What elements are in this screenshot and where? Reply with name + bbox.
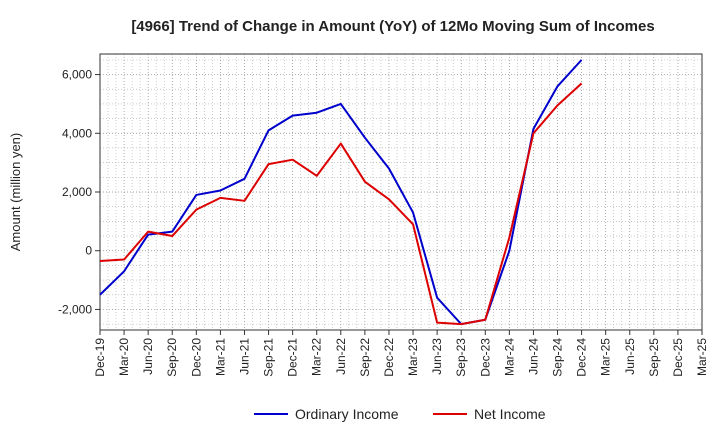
series-lines <box>99 59 583 326</box>
x-tick-label: Mar-21 <box>213 338 227 376</box>
series-line-ordinary-income <box>99 59 583 326</box>
x-tick-label: Jun-21 <box>237 338 251 375</box>
legend-label: Ordinary Income <box>295 406 399 422</box>
x-tick-label: Mar-25 <box>599 338 613 376</box>
x-tick-label: Mar-24 <box>502 338 516 376</box>
legend-label: Net Income <box>474 406 546 422</box>
chart-title: [4966] Trend of Change in Amount (YoY) o… <box>131 18 654 35</box>
x-tick-label: Dec-23 <box>478 338 492 377</box>
x-tick-label: Dec-22 <box>382 338 396 377</box>
x-tick-label: Sep-24 <box>551 338 565 377</box>
legend: Ordinary Income Net Income <box>254 406 546 422</box>
x-tick-label: Jun-24 <box>526 338 540 375</box>
series-line-net-income <box>99 82 583 326</box>
x-tick-label: Sep-25 <box>647 338 661 377</box>
x-tick-label: Dec-25 <box>671 338 685 377</box>
y-axis-label: Amount (million yen) <box>8 133 23 252</box>
x-tick-label: Jun-22 <box>334 338 348 375</box>
x-tick-label: Sep-22 <box>358 338 372 377</box>
x-tick-label: Sep-20 <box>165 338 179 377</box>
y-tick-label: -2,000 <box>58 302 92 316</box>
y-tick-label: 0 <box>85 244 92 258</box>
y-axis: -2,000 0 2,000 4,000 6,000 <box>58 68 100 316</box>
x-tick-label: Sep-23 <box>454 338 468 377</box>
x-tick-label: Jun-25 <box>623 338 637 375</box>
x-tick-label: Mar-20 <box>117 338 131 376</box>
x-tick-label: Jun-23 <box>430 338 444 375</box>
x-tick-label: Dec-24 <box>575 338 589 377</box>
y-tick-label: 2,000 <box>62 185 92 199</box>
x-tick-label: Jun-20 <box>141 338 155 375</box>
x-tick-label: Dec-19 <box>93 338 107 377</box>
grid <box>99 54 703 330</box>
x-tick-label: Sep-21 <box>262 338 276 377</box>
y-tick-label: 4,000 <box>62 126 92 140</box>
x-tick-label: Mar-22 <box>310 338 324 376</box>
x-tick-label: Mar-25 <box>695 338 709 376</box>
y-tick-label: 6,000 <box>62 68 92 82</box>
x-axis: Dec-19 Mar-20 Jun-20 Sep-20 Dec-20 Mar-21 Jun-… <box>93 330 709 377</box>
x-tick-label: Dec-20 <box>189 338 203 377</box>
x-tick-label: Dec-21 <box>286 338 300 377</box>
x-tick-label: Mar-23 <box>406 338 420 376</box>
